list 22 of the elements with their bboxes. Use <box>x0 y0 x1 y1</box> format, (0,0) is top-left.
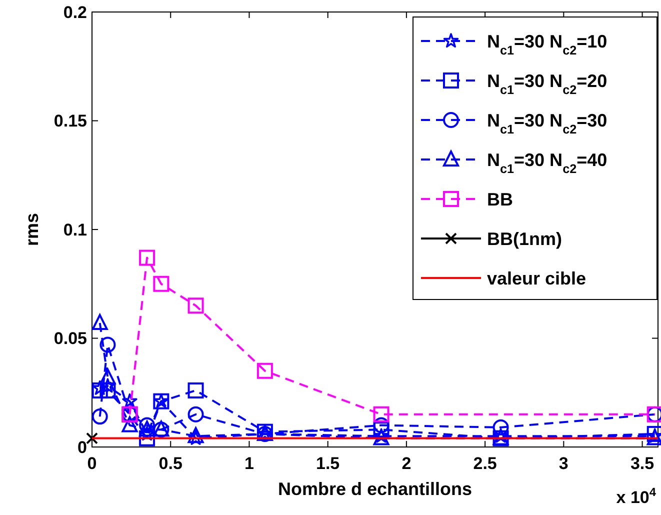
x-tick-label: 2.5 <box>473 454 497 473</box>
x-tick-label: 3 <box>558 454 568 473</box>
legend-label: valeur cible <box>487 268 586 288</box>
legend-label: N$_{c1}$=30 N$_{c2}$=40 <box>487 150 608 176</box>
legend-label: N$_{c1}$=30 N$_{c2}$=20 <box>487 70 608 97</box>
x-tick-label: 3.5 <box>630 454 654 473</box>
y-tick-label: 0.15 <box>54 112 87 131</box>
x-tick-label: 0.5 <box>158 454 182 473</box>
x-tick-label: 1.5 <box>316 454 340 473</box>
y-tick-label: 0.1 <box>63 220 87 240</box>
legend-label: BB(1nm) <box>487 228 562 249</box>
x-axis-title: Nombre d echantillons <box>278 479 472 499</box>
y-axis-title: rms <box>22 212 42 246</box>
legend-label: N$_{c1}$=30 N$_{c2}$=10 <box>487 31 608 58</box>
text: x 10$^{4}$ <box>616 485 656 507</box>
y-tick-label: 0.05 <box>54 329 87 348</box>
y-tick-label: 0 <box>78 438 87 457</box>
x-tick-label: 2 <box>402 454 412 473</box>
legend-label: N$_{c1}$=30 N$_{c2}$=30 <box>487 110 608 136</box>
legend-label: BB <box>487 189 513 210</box>
y-tick-label: 0.2 <box>63 2 87 22</box>
x-tick-label: 1 <box>244 454 254 473</box>
